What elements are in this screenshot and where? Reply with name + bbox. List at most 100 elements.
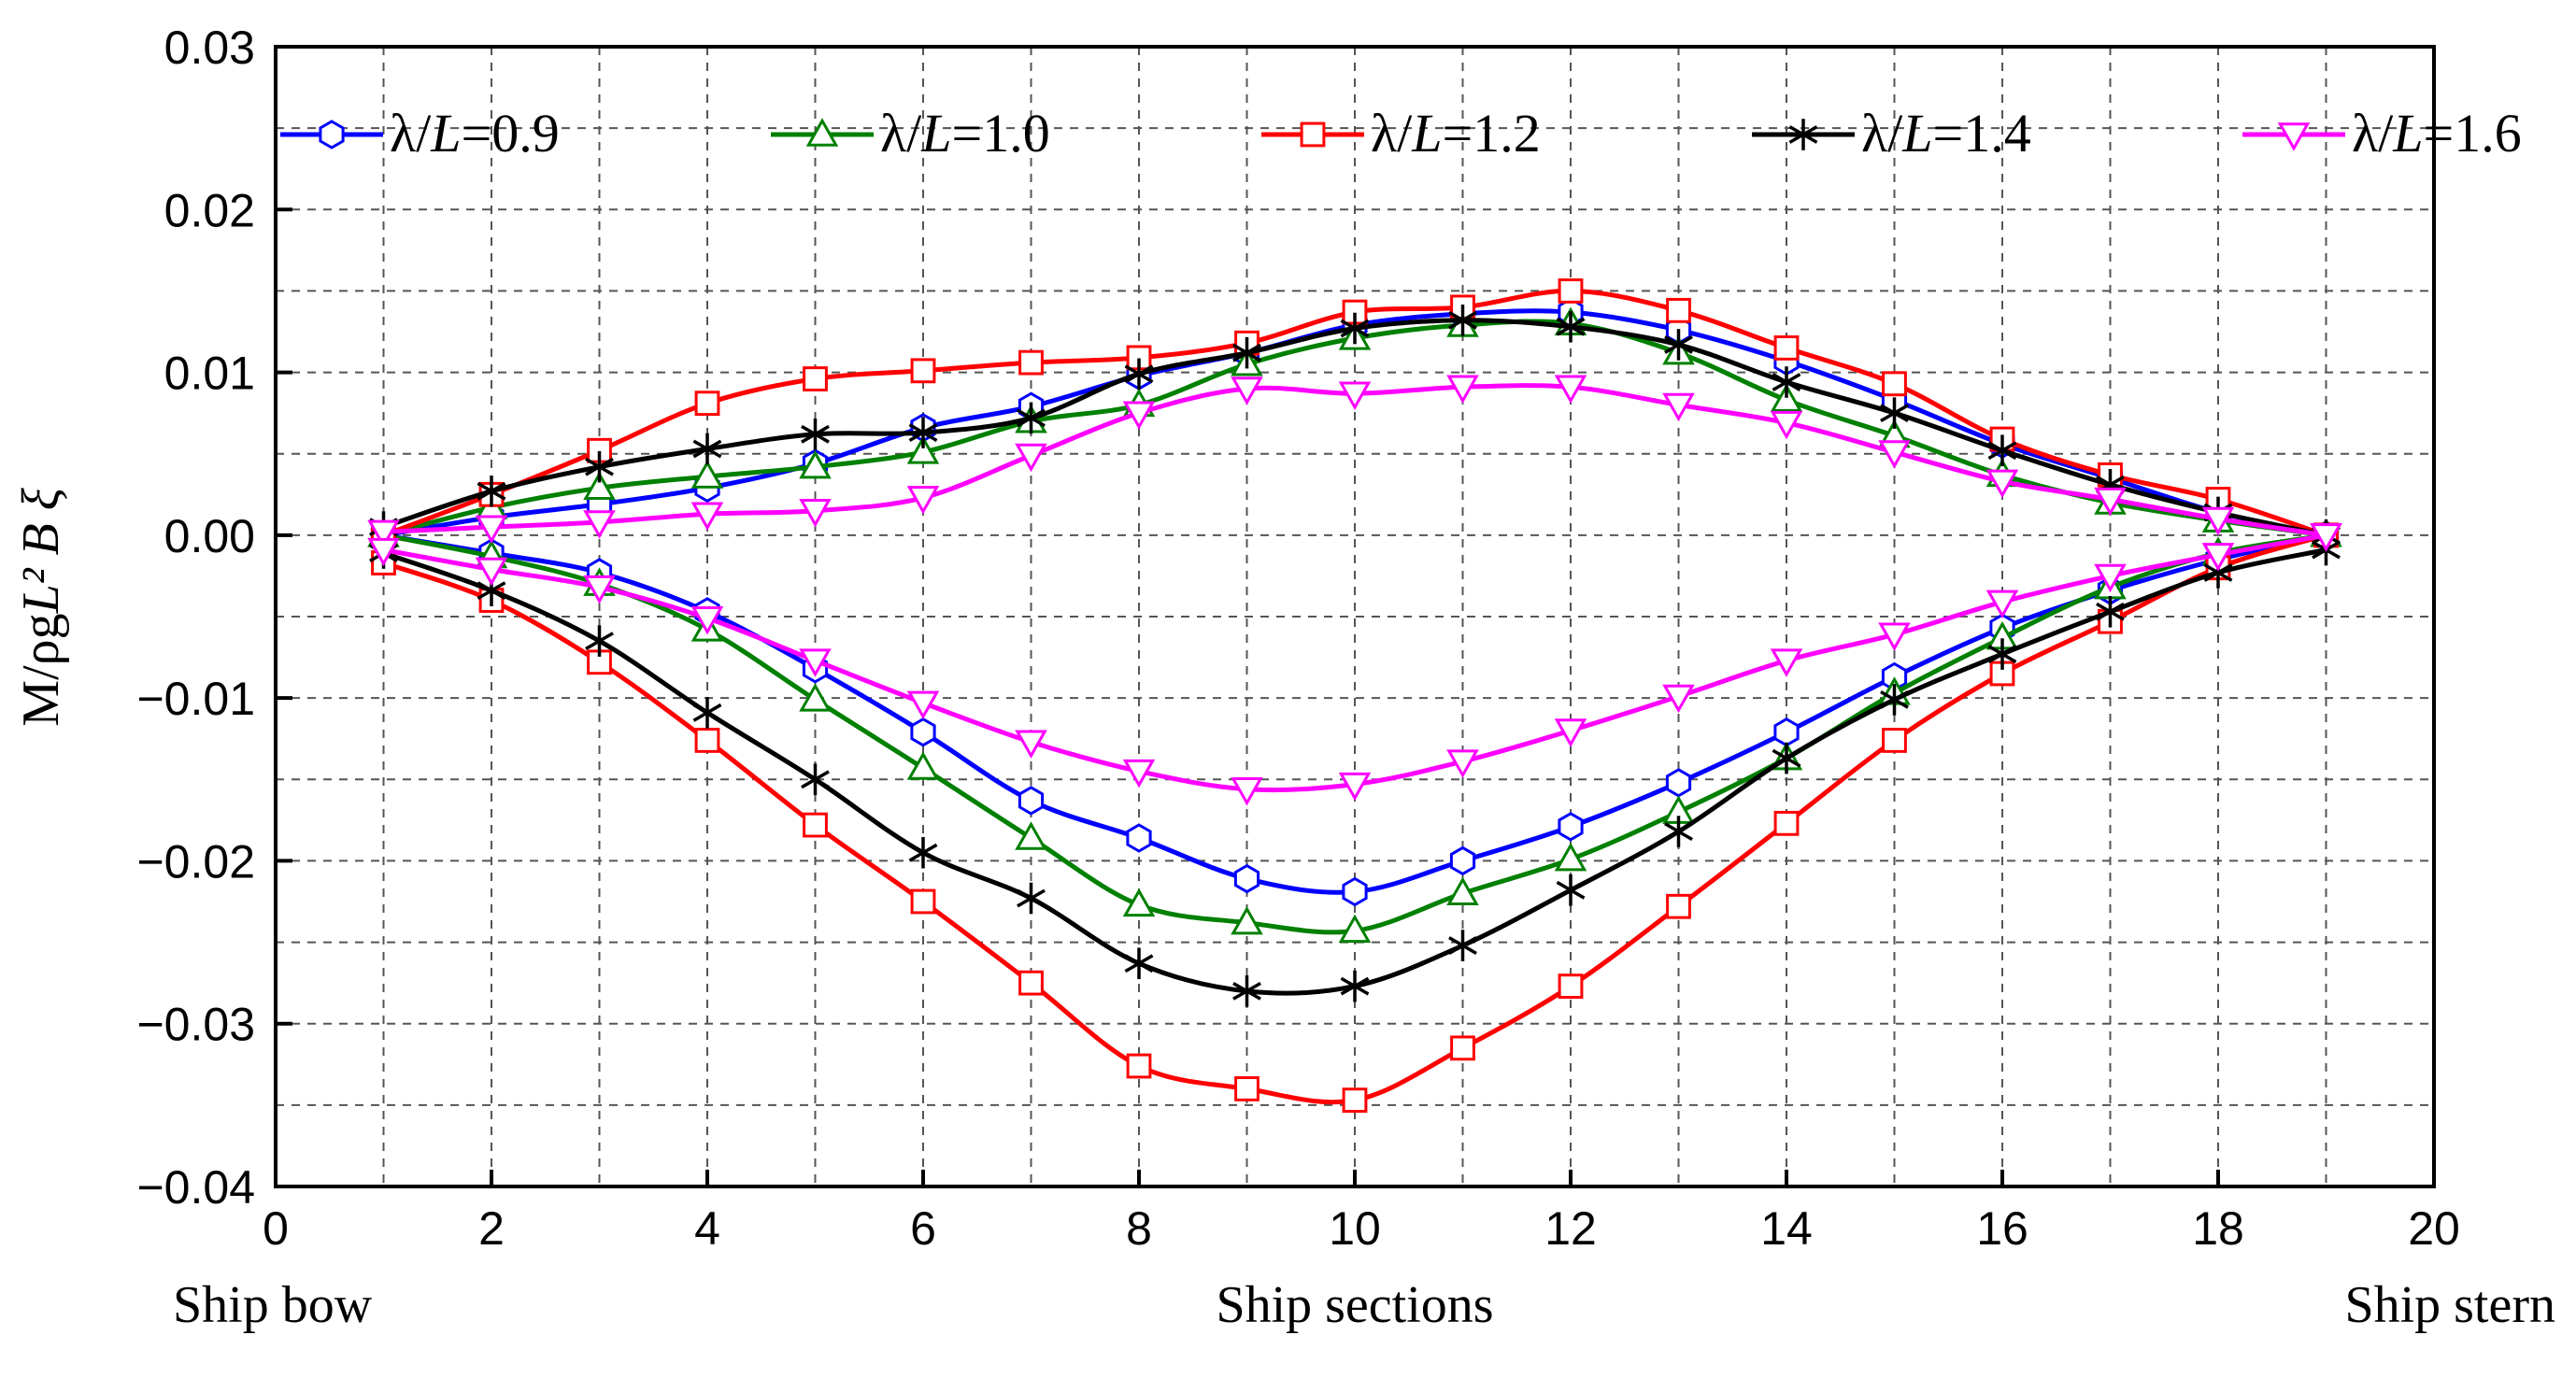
data-point-lower (906, 751, 940, 780)
data-point-lower-stroke (801, 770, 830, 789)
data-point-lower (1232, 975, 1261, 1007)
data-point-upper-stroke (585, 457, 614, 476)
data-point-upper (690, 460, 724, 489)
data-point-upper (475, 515, 508, 544)
x-tick-label: 10 (1329, 1202, 1381, 1255)
data-point-upper (1880, 397, 1909, 429)
data-point-upper (694, 391, 720, 417)
data-point-lower (1558, 973, 1584, 1000)
legend-label: λ/L=0.9 (390, 103, 560, 163)
corner-label-ship-bow: Ship bow (173, 1276, 373, 1334)
data-point-upper-stroke (1987, 441, 2017, 461)
data-point-lower-stroke (908, 843, 938, 862)
x-tick-label: 8 (1126, 1202, 1152, 1255)
legend-swatch-marker-stroke (1788, 125, 1818, 144)
legend-swatch-marker (319, 120, 345, 149)
data-point-lower-stroke (1556, 880, 1586, 900)
y-tick-label: −0.01 (136, 673, 255, 725)
data-point-lower (1554, 718, 1587, 747)
corner-label-ship-stern: Ship stern (2344, 1276, 2555, 1334)
data-point-upper (367, 519, 400, 549)
data-point-upper (1018, 349, 1044, 376)
data-point-upper (1987, 434, 2017, 467)
legend-swatch-marker (1300, 121, 1326, 148)
data-point-lower (1233, 863, 1260, 894)
data-point-lower-stroke (2096, 602, 2125, 621)
data-point-upper-stroke (1448, 310, 1477, 330)
svg-text:M/ρgL² B ξ: M/ρgL² B ξ (12, 488, 70, 726)
x-tick-label: 14 (1760, 1202, 1813, 1255)
data-point-upper (1231, 376, 1263, 405)
data-point-lower (1882, 728, 1907, 753)
data-point-upper (1340, 312, 1370, 345)
data-point-lower (1665, 768, 1692, 798)
data-point-lower (1449, 845, 1476, 876)
y-tick-label: 0.02 (164, 184, 255, 236)
x-tick-label: 4 (694, 1202, 720, 1255)
data-point-upper (1878, 440, 1911, 469)
data-point-lower (1770, 648, 1803, 677)
data-point-lower (1554, 842, 1587, 872)
data-point-upper (910, 358, 936, 384)
data-point-lower (1342, 1087, 1368, 1114)
data-point-lower (910, 717, 936, 747)
data-point-upper (799, 499, 832, 528)
data-point-lower (1772, 742, 1801, 774)
data-point-lower (803, 812, 828, 838)
data-point-lower (1231, 905, 1263, 935)
data-point-upper (1666, 297, 1691, 323)
series-asterisk (369, 305, 2341, 1007)
data-point-upper (1985, 469, 2019, 499)
data-point-lower (1987, 638, 2017, 670)
data-point-lower (1773, 717, 1800, 747)
data-point-upper (583, 471, 616, 501)
data-point-lower (1340, 970, 1370, 1002)
y-axis-label-math: L² B ξ (12, 488, 70, 614)
data-point-lower-stroke (692, 703, 722, 722)
data-point-lower-stroke (1448, 936, 1477, 955)
data-point-lower (1450, 1035, 1475, 1061)
data-point-lower (1231, 777, 1263, 806)
x-tick-label: 16 (1976, 1202, 2028, 1255)
data-point-upper (1338, 381, 1372, 410)
x-tick-label: 0 (263, 1202, 289, 1255)
data-point-upper (690, 502, 724, 531)
data-point-lower (1126, 1053, 1152, 1079)
data-point-lower (1122, 759, 1156, 788)
y-tick-label: −0.02 (136, 835, 255, 888)
data-point-lower (1985, 590, 2019, 619)
data-point-upper (692, 433, 722, 465)
data-point-upper-stroke (1772, 373, 1801, 391)
data-point-upper (1122, 401, 1156, 430)
data-point-lower (1878, 622, 1911, 651)
data-point-upper (1015, 443, 1047, 473)
data-point-upper (1558, 278, 1584, 304)
data-point-upper (585, 450, 614, 483)
legend-item: λ/L=1.6 (2242, 103, 2522, 163)
data-point-lower (585, 625, 614, 657)
legend-item: λ/L=1.4 (1752, 103, 2031, 163)
data-point-upper-stroke (801, 424, 830, 444)
data-point-upper (2201, 506, 2235, 536)
data-point-upper-stroke (1017, 408, 1046, 428)
data-point-upper (801, 419, 830, 450)
data-point-lower (1446, 749, 1479, 778)
data-point-lower (906, 690, 940, 720)
legend: λ/L=0.9 λ/L=1.0 λ/L=1.2 λ/L=1.4 λ/L=1.6 (280, 103, 2522, 163)
data-point-lower (1015, 821, 1047, 850)
legend-label: λ/L=1.2 (1371, 103, 1541, 163)
data-point-lower-stroke (1664, 822, 1693, 841)
data-point-lower (1556, 874, 1586, 906)
data-point-upper (906, 486, 940, 515)
data-point-upper (1773, 335, 1800, 361)
grid (276, 47, 2434, 1186)
data-point-upper (908, 417, 938, 448)
data-point-lower (1448, 930, 1477, 961)
data-point-lower (1664, 816, 1693, 847)
data-point-lower (910, 888, 936, 915)
y-tick-label: 0.00 (164, 510, 255, 562)
data-point-upper (1882, 371, 1907, 397)
x-tick-label: 2 (478, 1202, 505, 1255)
data-point-lower (1558, 812, 1584, 842)
y-tick-label: 0.03 (164, 21, 255, 74)
